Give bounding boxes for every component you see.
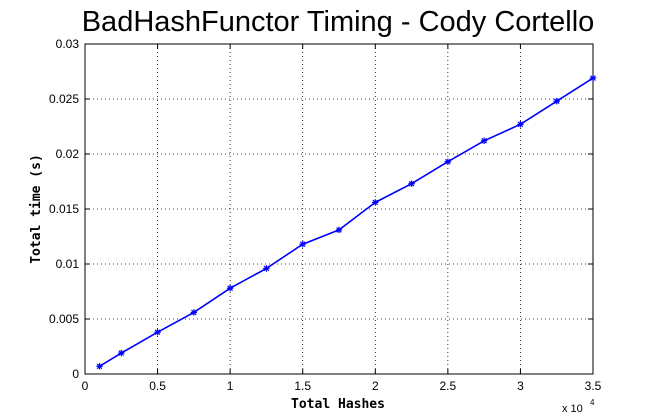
x-axis-label: Total Hashes [291, 397, 385, 412]
data-point [299, 241, 306, 248]
data-point [553, 98, 560, 105]
y-axis-label: Total time (s) [29, 154, 44, 264]
data-point [190, 309, 198, 316]
x-tick-label: 0 [82, 379, 89, 393]
x-tick-label: 2.5 [440, 379, 457, 393]
x-tick-label: 1 [227, 379, 234, 393]
data-point [96, 363, 103, 370]
x-tick-label: 2 [372, 379, 379, 393]
data-point [226, 285, 234, 292]
data-point [480, 137, 488, 144]
y-tick-label: 0.005 [49, 312, 79, 326]
x-axis-multiplier-exponent: 4 [590, 398, 595, 407]
data-point [118, 349, 125, 357]
data-point [589, 74, 597, 82]
data-point [372, 199, 379, 206]
y-tick-label: 0.01 [56, 257, 80, 271]
data-point [517, 121, 524, 128]
series-layer [96, 74, 597, 370]
grid-lines [85, 44, 593, 374]
x-tick-label: 3 [517, 379, 524, 393]
y-tick-label: 0.03 [56, 37, 80, 51]
x-tick-label: 1.5 [294, 379, 311, 393]
y-tick-label: 0.025 [49, 92, 79, 106]
data-point [408, 180, 415, 187]
y-tick-label: 0.02 [56, 147, 80, 161]
x-axis: 0 0.5 1 1.5 2 2.5 3 3.5 [82, 44, 602, 393]
data-point [263, 265, 270, 272]
chart-title: BadHashFunctor Timing - Cody Cortello [82, 6, 595, 38]
x-tick-label: 0.5 [149, 379, 166, 393]
data-point [335, 226, 343, 234]
y-axis: 0 0.005 0.01 0.015 0.02 0.025 0.03 [49, 37, 593, 381]
data-point [444, 158, 452, 165]
y-tick-label: 0 [72, 367, 79, 381]
data-point [154, 329, 161, 336]
x-tick-label: 3.5 [585, 379, 602, 393]
y-tick-label: 0.015 [49, 202, 79, 216]
x-axis-multiplier: x 10 [562, 403, 583, 415]
